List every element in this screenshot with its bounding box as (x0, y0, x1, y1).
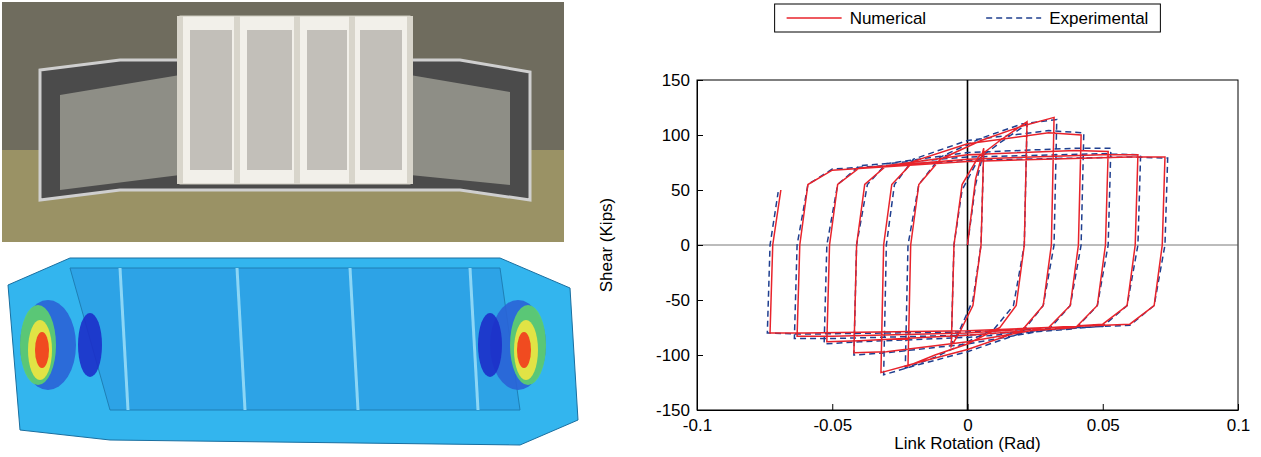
tick-label: -150 (656, 401, 690, 420)
x-axis: -0.1-0.0500.050.1 (683, 404, 1250, 435)
plot-data (767, 117, 1167, 374)
photo-stiffener (234, 16, 240, 184)
fe-contour (478, 313, 502, 377)
figure: -0.1-0.0500.050.1-150-100-50050100150Lin… (0, 0, 1261, 457)
tick-mark (968, 404, 969, 410)
fe-stiffener (237, 268, 245, 410)
photo-stiffener (177, 16, 183, 184)
photo-panel-texture (247, 30, 292, 170)
legend-label: Experimental (1049, 9, 1148, 28)
tick: -0.05 (813, 404, 852, 435)
tick: 50 (671, 181, 703, 200)
chart: -0.1-0.0500.050.1-150-100-50050100150Lin… (597, 4, 1250, 453)
tick-label: -50 (665, 291, 690, 310)
tick-label: 100 (662, 126, 690, 145)
fe-contour (20, 300, 76, 390)
tick: 100 (662, 126, 703, 145)
legend: Numerical Experimental (775, 4, 1161, 32)
photo-panel (2, 2, 564, 242)
tick-mark (697, 355, 703, 356)
illustrations (2, 2, 578, 445)
legend-label: Numerical (850, 9, 927, 28)
photo-panel-texture (190, 30, 232, 170)
tick-label: 0 (681, 236, 690, 255)
tick-mark (1103, 404, 1104, 410)
fe-contour (28, 320, 52, 380)
fe-stiffener (350, 268, 358, 410)
series-line (770, 117, 1165, 372)
fe-contour (517, 332, 531, 368)
tick-mark (697, 135, 703, 136)
tick: -100 (656, 346, 703, 365)
fe-model (8, 258, 578, 445)
tick-mark (697, 245, 703, 246)
axis-line (698, 410, 1239, 411)
fe-contour (35, 332, 49, 368)
tick: -50 (665, 291, 703, 310)
photo-stiffener (294, 16, 300, 184)
tick: -150 (656, 401, 703, 420)
tick-label: 50 (671, 181, 690, 200)
y-axis-title: Shear (Kips) (597, 198, 616, 292)
tick: 150 (662, 71, 703, 90)
tick: 0 (963, 404, 972, 435)
tick-mark (1238, 404, 1239, 410)
photo-stiffened-panel (180, 16, 410, 184)
plot-frame (697, 80, 1238, 410)
tick-label: -0.05 (813, 416, 852, 435)
y-axis: -150 -100 -50 0 50 100 150 (656, 71, 703, 420)
tick-label: 0 (963, 416, 972, 435)
legend-swatch (986, 17, 1041, 19)
photo-stiffener (349, 16, 355, 184)
tick-mark (697, 300, 703, 301)
tick-mark (697, 410, 703, 411)
tick-label: 0.1 (1227, 416, 1251, 435)
tick-label: 0.05 (1087, 416, 1120, 435)
photo-panel-texture (307, 30, 347, 170)
photo-stiffener (407, 16, 413, 184)
tick-label: -100 (656, 346, 690, 365)
tick-mark (697, 190, 703, 191)
fe-beam (8, 258, 578, 445)
tick-mark (832, 404, 833, 410)
legend-swatch (787, 17, 842, 19)
fe-contour (514, 320, 538, 380)
tick: 0.05 (1087, 404, 1120, 435)
tick: 0 (681, 236, 703, 255)
fe-contour (20, 305, 56, 385)
fe-contour (510, 305, 546, 385)
tick-mark (697, 80, 703, 81)
legend-box (775, 4, 1161, 32)
x-axis-title: Link Rotation (Rad) (894, 434, 1040, 453)
tick-label: 150 (662, 71, 690, 90)
fe-contour (78, 313, 102, 377)
photo-panel-texture (360, 30, 402, 170)
fe-web (70, 268, 520, 410)
fe-stiffener (120, 268, 128, 410)
fe-stiffener (470, 268, 478, 410)
tick: 0.1 (1227, 404, 1251, 435)
